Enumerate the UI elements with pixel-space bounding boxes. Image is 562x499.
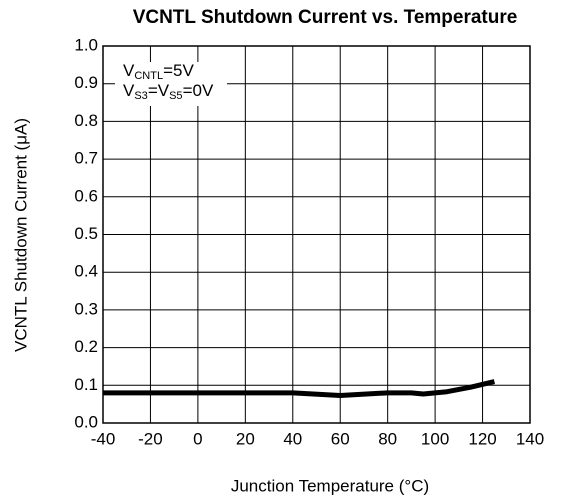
- x-tick-label: -40: [91, 429, 116, 448]
- annotation: VCNTL=5V: [123, 61, 194, 81]
- annotation-part: =V: [148, 81, 170, 100]
- annotation-part: =0V: [183, 81, 214, 100]
- x-tick-label: 0: [193, 429, 202, 448]
- x-tick-label: 120: [468, 429, 496, 448]
- x-tick-label: 100: [421, 429, 449, 448]
- data-line: [103, 379, 495, 398]
- y-tick-label: 0.8: [74, 111, 98, 130]
- y-tick-label: 0.3: [74, 299, 98, 318]
- x-tick-label: 20: [236, 429, 255, 448]
- x-tick-label: 80: [378, 429, 397, 448]
- annotation-box: [115, 62, 227, 106]
- x-tick-label: 140: [516, 429, 544, 448]
- y-tick-label: 1.0: [74, 35, 98, 54]
- chart-title: VCNTL Shutdown Current vs. Temperature: [133, 7, 518, 28]
- y-tick-label: 0.2: [74, 337, 98, 356]
- annotation-part: S3: [134, 90, 147, 102]
- x-tick-label: 60: [331, 429, 350, 448]
- x-axis-label: Junction Temperature (°C): [231, 476, 429, 495]
- annotation-part: V: [123, 61, 135, 80]
- annotation: VS3=VS5=0V: [123, 81, 214, 101]
- y-tick-label: 0.6: [74, 186, 98, 205]
- plot-frame: [102, 45, 531, 424]
- annotation-part: V: [123, 81, 135, 100]
- y-tick-label: 0.9: [74, 73, 98, 92]
- annotation-part: CNTL: [134, 70, 163, 82]
- y-axis-label: VCNTL Shutdown Current (μA): [11, 118, 30, 352]
- y-tick-label: 0.4: [74, 262, 98, 281]
- y-tick-label: 0.5: [74, 224, 98, 243]
- y-tick-label: 0.0: [74, 412, 98, 431]
- annotation-part: S5: [169, 90, 182, 102]
- annotation-part: =5V: [163, 61, 194, 80]
- x-tick-label: 40: [283, 429, 302, 448]
- x-tick-label: -20: [138, 429, 163, 448]
- y-tick-label: 0.1: [74, 375, 98, 394]
- y-tick-label: 0.7: [74, 149, 98, 168]
